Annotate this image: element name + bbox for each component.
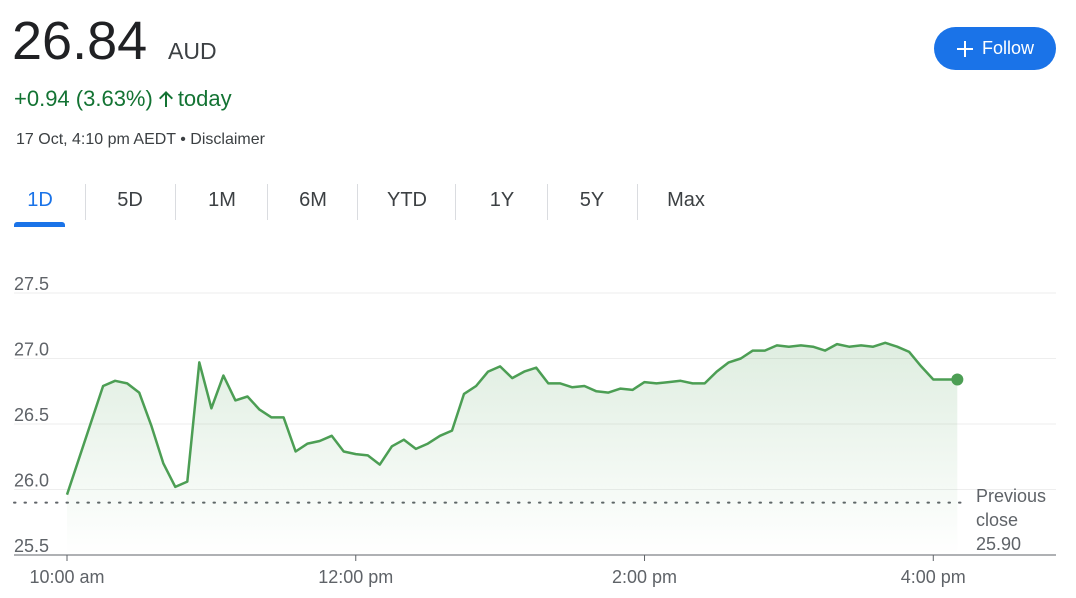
tab[interactable]: 1M [208,189,236,211]
y-tick-label: 27.5 [14,274,49,294]
y-tick-label: 27.0 [14,340,49,360]
selected-underline [14,222,65,227]
x-tick-label: 12:00 pm [318,567,393,587]
y-tick-label: 26.0 [14,471,49,491]
x-tick-label: 2:00 pm [612,567,677,587]
tab[interactable]: 5D [117,189,143,211]
tab[interactable]: YTD [387,189,427,211]
plus-icon [956,40,973,57]
currency: AUD [168,38,217,64]
tab-separator [637,184,638,220]
follow-label: Follow [981,38,1034,58]
change: +0.94 (3.63%) [14,86,153,111]
timestamp-row: 17 Oct, 4:10 pm AEDT • Disclaimer [16,131,265,148]
tab[interactable]: 1D [27,189,53,211]
x-tick-label: 4:00 pm [901,567,966,587]
tab-separator [85,184,86,220]
tab-separator [547,184,548,220]
previous-close-value: 25.90 [976,534,1022,554]
price-line [65,341,958,496]
tab-separator [357,184,358,220]
tab-separator [267,184,268,220]
previous-close-text: Previous close [976,486,1047,530]
last-point [951,373,964,386]
price: 26.84 [12,11,148,71]
tab[interactable]: Max [667,189,705,211]
timestamp: 17 Oct, 4:10 pm AEDT [16,131,176,148]
disclaimer[interactable]: Disclaimer [190,131,265,148]
period: today [177,86,232,111]
tab-separator [455,184,456,220]
tab[interactable]: 6M [299,189,327,211]
tab[interactable]: 5Y [579,189,605,211]
area-fill [67,342,958,555]
tab[interactable]: 1Y [489,189,515,211]
up-arrow [158,91,173,107]
change-row: +0.94 (3.63%) today [14,86,232,112]
y-tick-label: 25.5 [14,536,49,556]
x-tick-label: 10:00 am [29,567,104,587]
y-tick-label: 26.5 [14,405,49,425]
tab-separator [175,184,176,220]
follow-button[interactable]: Follow [934,27,1056,70]
